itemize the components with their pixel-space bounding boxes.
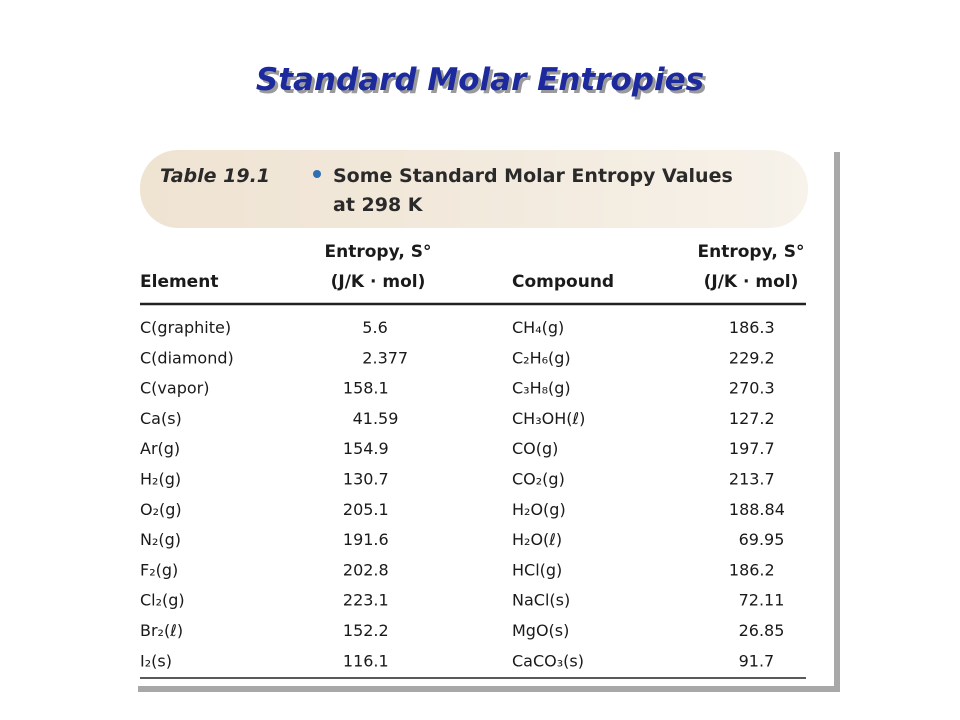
caption-line: at 298 K xyxy=(333,194,424,216)
entropy-value: 130.7 xyxy=(343,470,389,489)
element-name: F₂(g) xyxy=(140,560,178,579)
entropy-value: 69.95 xyxy=(739,530,785,549)
element-name: C(diamond) xyxy=(140,348,234,367)
compound-name: CaCO₃(s) xyxy=(512,651,584,670)
title-shadow: Standard Molar Entropies xyxy=(259,65,707,101)
entropy-value: 188.84 xyxy=(729,500,785,519)
compound-name: H₂O(ℓ) xyxy=(512,530,562,549)
entropy-value: 154.9 xyxy=(343,439,389,458)
entropy-value: 229.2 xyxy=(729,348,775,367)
entropy-value: 2.377 xyxy=(362,348,408,367)
column-header: Compound xyxy=(512,272,614,292)
entropy-value: 186.2 xyxy=(729,560,775,579)
entropy-value: 158.1 xyxy=(343,379,389,398)
entropy-value: 152.2 xyxy=(343,621,389,640)
entropy-value: 41.59 xyxy=(353,409,399,428)
column-header: Element xyxy=(140,272,218,292)
slide-title: Standard Molar Entropies xyxy=(256,62,704,98)
compound-name: CH₄(g) xyxy=(512,318,564,337)
entropy-value: 213.7 xyxy=(729,470,775,489)
compound-name: NaCl(s) xyxy=(512,591,570,610)
element-name: N₂(g) xyxy=(140,530,181,549)
column-header: (J/K · mol) xyxy=(704,272,799,292)
compound-name: C₂H₆(g) xyxy=(512,348,571,367)
entropy-value: 270.3 xyxy=(729,379,775,398)
entropy-value: 205.1 xyxy=(343,500,389,519)
entropy-value: 191.6 xyxy=(343,530,389,549)
entropy-value: 72.11 xyxy=(739,591,785,610)
compound-name: C₃H₈(g) xyxy=(512,379,571,398)
entropy-value: 116.1 xyxy=(343,651,389,670)
caption-band xyxy=(140,150,808,228)
element-name: C(graphite) xyxy=(140,318,231,337)
compound-name: CO(g) xyxy=(512,439,558,458)
column-header: (J/K · mol) xyxy=(331,272,426,292)
entropy-value: 186.3 xyxy=(729,318,775,337)
caption-line: Some Standard Molar Entropy Values xyxy=(333,165,733,187)
element-name: C(vapor) xyxy=(140,379,209,398)
element-name: H₂(g) xyxy=(140,470,181,489)
element-name: Cl₂(g) xyxy=(140,591,185,610)
table-frame xyxy=(134,148,834,686)
compound-name: CO₂(g) xyxy=(512,470,565,489)
entropy-value: 91.7 xyxy=(739,651,775,670)
caption-bullet xyxy=(313,170,321,178)
entropy-value: 197.7 xyxy=(729,439,775,458)
element-name: Ca(s) xyxy=(140,409,182,428)
entropy-value: 26.85 xyxy=(739,621,785,640)
element-name: I₂(s) xyxy=(140,651,172,670)
entropy-value: 223.1 xyxy=(343,591,389,610)
column-header: Entropy, S° xyxy=(698,242,805,262)
entropy-value: 127.2 xyxy=(729,409,775,428)
element-name: O₂(g) xyxy=(140,500,182,519)
table-label: Table 19.1 xyxy=(160,165,270,187)
compound-name: CH₃OH(ℓ) xyxy=(512,409,585,428)
table-body: Element Entropy, S° (J/K · mol) Compound Ent… xyxy=(140,242,804,670)
element-name: Ar(g) xyxy=(140,439,180,458)
column-header: Entropy, S° xyxy=(325,242,432,262)
compound-name: H₂O(g) xyxy=(512,500,566,519)
entropy-value: 5.6 xyxy=(362,318,387,337)
element-name: Br₂(ℓ) xyxy=(140,621,183,640)
compound-name: MgO(s) xyxy=(512,621,569,640)
entropy-value: 202.8 xyxy=(343,560,389,579)
compound-name: HCl(g) xyxy=(512,560,562,579)
